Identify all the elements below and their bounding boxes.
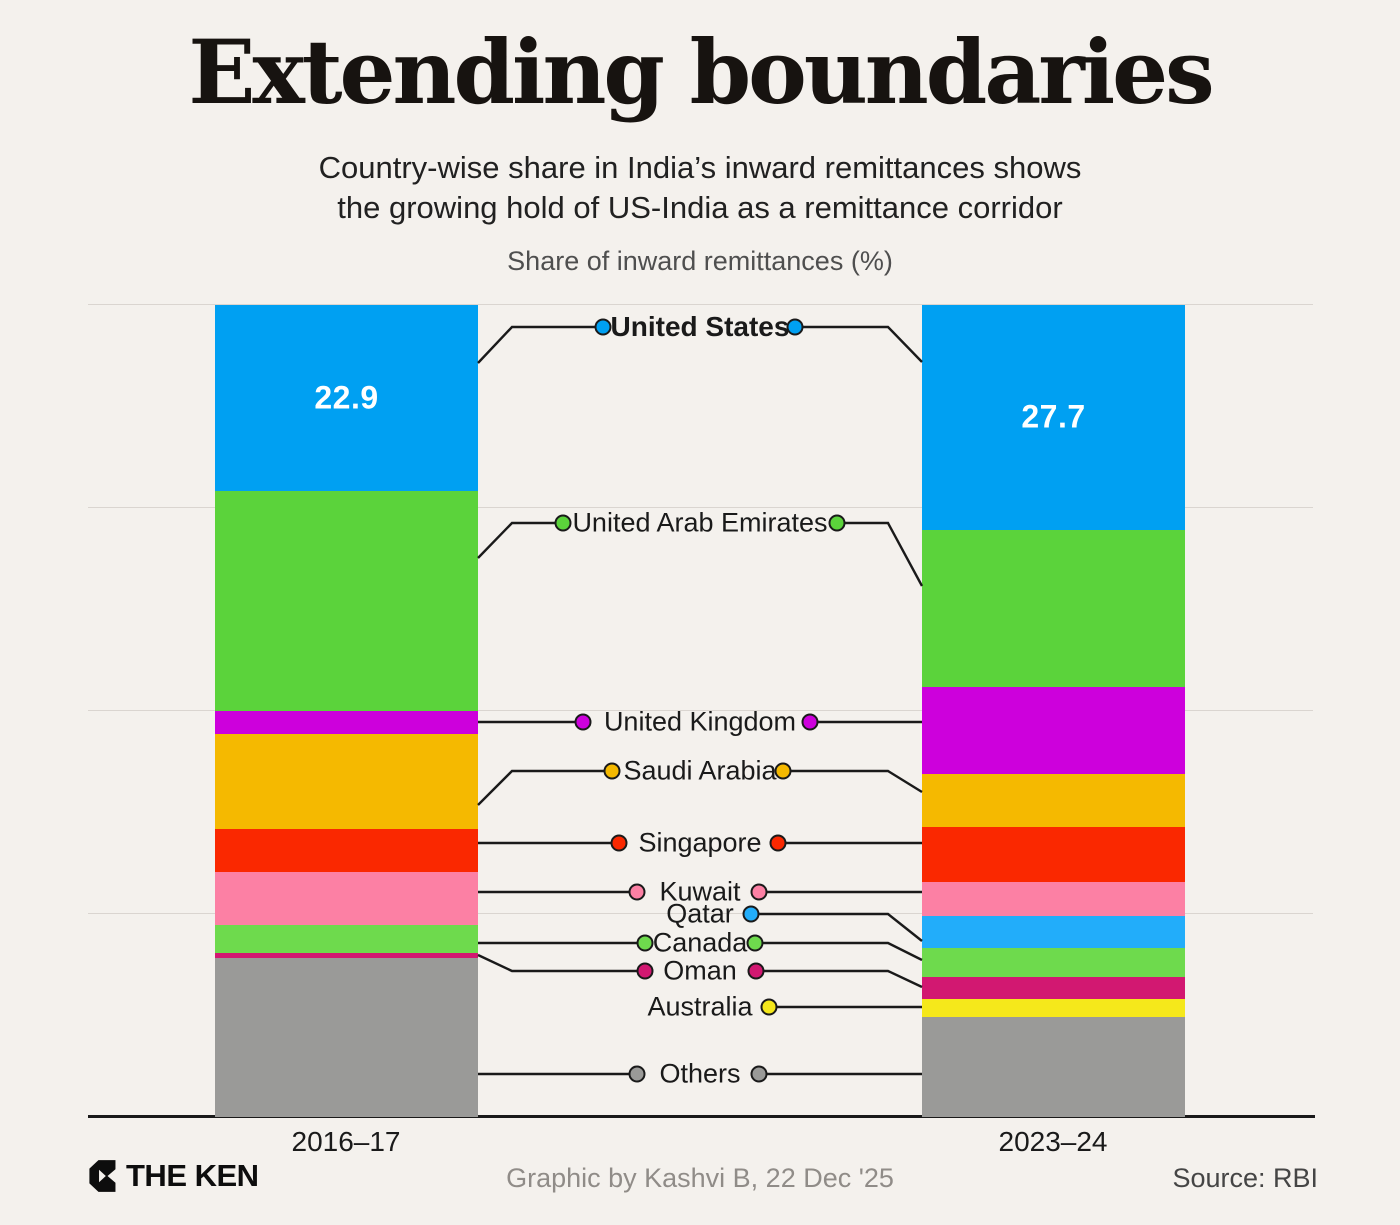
- callout-saudi-arabia-right-dot: [774, 762, 792, 780]
- gridline-50pct: [88, 710, 1313, 711]
- bar-segment-united-arab-emirates-2023-24: [922, 529, 1185, 688]
- bar-value-label-2016-17: 22.9: [314, 379, 379, 416]
- bar-segment-australia-2023-24: [922, 999, 1185, 1018]
- callout-singapore-right-dot: [769, 834, 787, 852]
- callout-united-states-left-dot: [594, 318, 612, 336]
- callout-united-kingdom-left-dot: [574, 713, 592, 731]
- ken-logo-icon: [89, 1160, 116, 1192]
- country-label-oman: Oman: [663, 955, 737, 986]
- gridline-75pct: [88, 507, 1313, 508]
- the-ken-logo: THE KEN: [88, 1158, 259, 1194]
- callout-united-arab-emirates-right-line: [837, 521, 924, 587]
- callout-canada-left-dot: [636, 934, 654, 952]
- bar-segment-singapore-2016-17: [215, 828, 478, 872]
- callout-kuwait-right-dot: [750, 883, 768, 901]
- gridline-100pct: [88, 304, 1313, 305]
- country-label-saudi-arabia: Saudi Arabia: [623, 755, 777, 786]
- callout-united-arab-emirates-left-line: [477, 521, 563, 559]
- country-label-canada: Canada: [652, 927, 748, 958]
- country-label-kuwait: Kuwait: [659, 876, 741, 907]
- callout-oman-left-line: [477, 953, 645, 973]
- bar-segment-kuwait-2023-24: [922, 882, 1185, 916]
- callout-canada-right-line: [755, 941, 923, 962]
- gridline-25pct: [88, 913, 1313, 914]
- callout-saudi-arabia-left-dot: [603, 762, 621, 780]
- callout-oman-right-line: [756, 969, 923, 989]
- bar-segment-united-kingdom-2016-17: [215, 711, 478, 734]
- x-axis-line: [88, 1115, 1315, 1118]
- bar-segment-qatar-2023-24: [922, 915, 1185, 949]
- bar-value-label-2023-24: 27.7: [1021, 398, 1086, 435]
- callout-saudi-arabia-right-line: [783, 769, 923, 794]
- country-label-singapore: Singapore: [638, 827, 762, 858]
- country-label-qatar: Qatar: [666, 898, 734, 929]
- callout-saudi-arabia-left-line: [477, 769, 612, 806]
- callout-others-right-dot: [750, 1065, 768, 1083]
- bar-segment-singapore-2023-24: [922, 827, 1185, 883]
- callout-australia-right-dot: [760, 998, 778, 1016]
- country-label-united-kingdom: United Kingdom: [603, 706, 797, 737]
- bar-segment-oman-2023-24: [922, 977, 1185, 1000]
- bar-segment-canada-2023-24: [922, 948, 1185, 978]
- chart-subtitle: Country-wise share in India’s inward rem…: [318, 150, 1082, 225]
- bar-segment-others-2016-17: [215, 957, 478, 1117]
- callout-united-arab-emirates-left-dot: [554, 514, 572, 532]
- page-title: Extending boundaries: [188, 20, 1214, 124]
- ken-logo-text: THE KEN: [126, 1158, 259, 1193]
- callout-united-states-left-line: [477, 325, 603, 364]
- country-label-australia: Australia: [647, 991, 753, 1022]
- source-text: Source: RBI: [1172, 1163, 1318, 1193]
- bar-segment-united-kingdom-2023-24: [922, 687, 1185, 775]
- bar-segment-united-states-2016-17: [215, 305, 478, 491]
- callout-canada-right-dot: [746, 934, 764, 952]
- bar-segment-others-2023-24: [922, 1017, 1185, 1117]
- bar-segment-canada-2016-17: [215, 924, 478, 953]
- callout-qatar-right-dot: [742, 905, 760, 923]
- x-axis-label-2023-24: 2023–24: [998, 1126, 1108, 1157]
- callout-united-arab-emirates-right-dot: [828, 514, 846, 532]
- bar-segment-oman-2016-17: [215, 952, 478, 958]
- bar-segment-saudi-arabia-2016-17: [215, 733, 478, 829]
- credit-text: Graphic by Kashvi B, 22 Dec '25: [506, 1163, 894, 1193]
- bar-segment-united-arab-emirates-2016-17: [215, 490, 478, 711]
- country-label-united-arab-emirates: United Arab Emirates: [572, 507, 828, 538]
- callout-united-states-right-dot: [786, 318, 804, 336]
- callout-others-left-dot: [628, 1065, 646, 1083]
- bar-segment-united-states-2023-24: [922, 305, 1185, 530]
- callout-united-states-right-line: [795, 325, 923, 363]
- callout-singapore-left-dot: [610, 834, 628, 852]
- callout-united-kingdom-right-dot: [801, 713, 819, 731]
- bar-segment-saudi-arabia-2023-24: [922, 774, 1185, 828]
- callout-qatar-right-line: [751, 912, 923, 942]
- x-axis-label-2016-17: 2016–17: [291, 1126, 401, 1157]
- country-label-united-states: United States: [610, 311, 790, 342]
- callout-oman-right-dot: [747, 962, 765, 980]
- callout-oman-left-dot: [636, 962, 654, 980]
- units-label: Share of inward remittances (%): [507, 246, 893, 276]
- callout-kuwait-left-dot: [628, 883, 646, 901]
- country-label-others: Others: [659, 1058, 741, 1089]
- bar-segment-kuwait-2016-17: [215, 871, 478, 925]
